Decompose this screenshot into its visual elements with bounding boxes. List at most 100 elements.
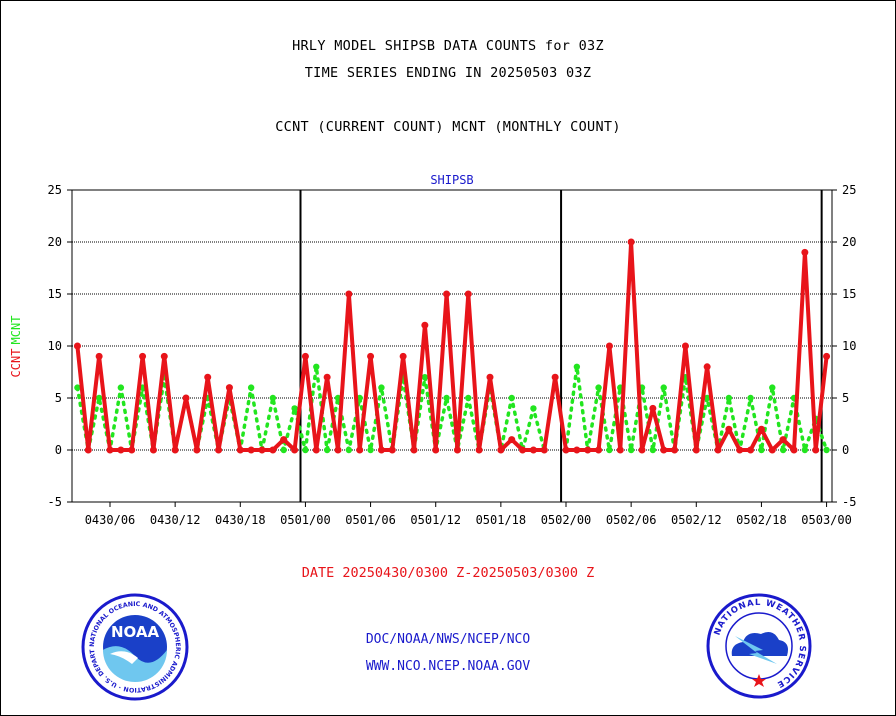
ccnt-point [73,342,81,350]
y-tick-label-right: 15 [842,287,856,301]
y-tick-label-left: 20 [48,235,62,249]
ccnt-point [236,446,244,454]
ccnt-point [649,404,657,412]
ccnt-point [149,446,157,454]
y-tick-label-right: 20 [842,235,856,249]
ccnt-point [605,342,613,350]
ccnt-point [301,352,309,360]
mcnt-point [660,384,667,391]
ccnt-point [193,446,201,454]
mcnt-point [345,446,353,454]
mcnt-point [779,446,787,454]
mcnt-point [443,394,450,402]
x-tick-label: 0502/18 [736,513,787,527]
chart-title-line-3: CCNT (CURRENT COUNT) MCNT (MONTHLY COUNT… [275,119,621,135]
ccnt-point [323,373,331,381]
ccnt-series-line [75,240,829,452]
website-link[interactable]: WWW.NCO.NCEP.NOAA.GOV [365,659,531,674]
x-tick-label: 0501/06 [345,513,396,527]
mcnt-point [291,405,298,412]
mcnt-point [247,384,255,391]
x-tick-label: 0430/12 [150,513,201,527]
ccnt-point [573,446,581,454]
ccnt-point [171,446,179,454]
ccnt-point [453,446,461,454]
ccnt-point [529,446,537,454]
mcnt-point [313,363,320,370]
ccnt-point [768,446,776,454]
mcnt-point [302,446,309,454]
ccnt-point [367,352,375,360]
mcnt-point [95,394,103,402]
ccnt-point [562,446,570,454]
ccnt-point [692,446,700,454]
ccnt-point [443,290,451,298]
y-tick-label-left: 10 [48,339,62,353]
ccnt-point [258,446,266,454]
ccnt-point [215,446,223,454]
ccnt-point [84,446,92,454]
mcnt-point [508,394,515,402]
mcnt-point [74,384,81,391]
mcnt-point [573,363,581,370]
y-tick-label-right: 0 [842,443,849,457]
ccnt-point [736,446,744,454]
ccnt-point [356,446,364,454]
time-series-chart: SHIPSB -5 -5 0 0 5 5 10 10 15 15 20 20 25 25 0430/06 043… [9,173,856,527]
x-tick-label: 0430/06 [85,513,136,527]
ccnt-point [280,436,288,444]
mcnt-point [421,374,429,381]
chart-title-line-1: HRLY MODEL SHIPSB DATA COUNTS for 03Z [292,38,604,54]
y-tick-label-left: -5 [48,495,62,509]
ccnt-point [779,436,787,444]
ccnt-point [106,446,114,454]
mcnt-point [758,446,765,454]
noaa-logo: NATIONAL OCEANIC AND ATMOSPHERIC ADMINIS… [80,592,189,701]
mcnt-point [117,384,125,391]
ccnt-point [703,363,711,371]
mcnt-point [465,394,472,402]
mcnt-point [725,394,733,402]
ccnt-point [269,446,277,454]
mcnt-point [747,394,754,402]
ccnt-point [410,446,418,454]
y-axis-label-mcnt: MCNT [9,316,23,345]
ccnt-point [812,446,820,454]
x-tick-label: 0502/00 [541,513,592,527]
mcnt-point [627,446,635,454]
y-tick-label-right: 25 [842,183,856,197]
ccnt-point [801,248,809,256]
ccnt-point [464,290,472,298]
y-tick-label-left: 15 [48,287,62,301]
mcnt-point [323,446,331,454]
ccnt-point [128,446,136,454]
ccnt-point [497,446,505,454]
ccnt-point [432,446,440,454]
ccnt-point [399,352,407,360]
ccnt-point [681,342,689,350]
ccnt-point [345,290,353,298]
ccnt-point [584,446,592,454]
mcnt-point [703,394,711,402]
nws-logo: NATIONAL WEATHER SERVICE [706,593,812,699]
ccnt-point [139,352,147,360]
mcnt-point [769,384,776,391]
ccnt-point [117,446,125,454]
ccnt-point [508,436,516,444]
mcnt-point [269,394,277,402]
ccnt-point [334,446,342,454]
mcnt-point [530,405,537,412]
x-tick-label: 0501/12 [410,513,461,527]
ccnt-point [823,352,831,360]
ccnt-point [95,352,103,360]
ccnt-point [247,446,255,454]
ccnt-point [486,373,494,381]
ccnt-point [540,446,548,454]
y-axis-label-ccnt: CCNT [9,349,23,378]
ccnt-point [475,446,483,454]
y-tick-label-right: 5 [842,391,849,405]
ccnt-point [225,384,233,392]
x-tick-label: 0503/00 [801,513,852,527]
mcnt-point [595,384,602,391]
ccnt-point [616,446,624,454]
